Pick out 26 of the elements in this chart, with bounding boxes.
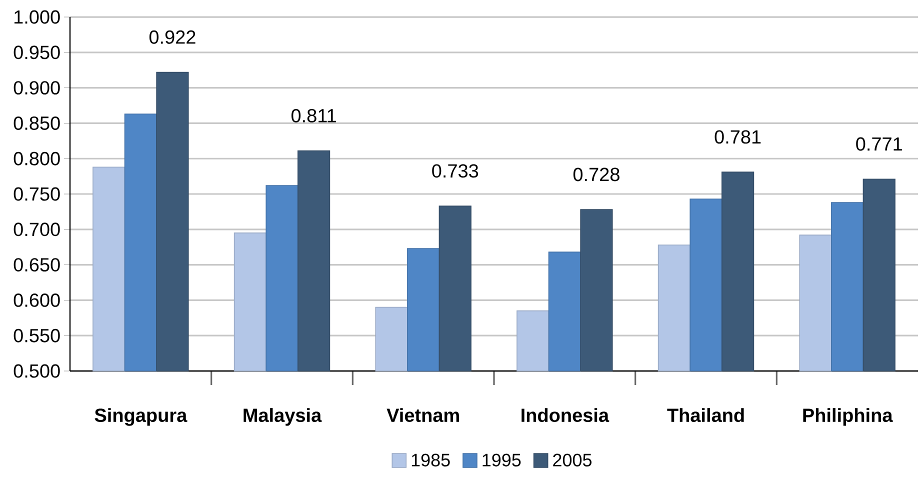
y-tick-label: 0.900 [14, 81, 60, 95]
y-tick-label: 1.000 [14, 10, 60, 24]
x-tick-label: Philiphina [803, 408, 893, 426]
x-tick-label: Indonesia [522, 408, 610, 422]
legend-label: 1985 [412, 454, 450, 466]
data-label: 0.811 [291, 108, 336, 122]
x-tick-label: Malaysia [244, 408, 322, 426]
y-tick-label: 0.650 [14, 258, 60, 272]
y-tick-label: 0.750 [14, 187, 60, 201]
data-label: 0.922 [149, 30, 196, 44]
x-tick-label: Singapura [94, 408, 188, 426]
x-tick-label: Thailand [667, 408, 744, 422]
data-label: 0.771 [856, 137, 902, 151]
y-tick-label: 0.700 [14, 222, 60, 236]
y-tick-label: 0.500 [14, 364, 60, 378]
y-tick-label: 0.850 [14, 116, 60, 130]
x-tick-label: Vietnam [386, 408, 459, 422]
legend-label: 2005 [553, 454, 592, 466]
y-tick-label: 0.800 [14, 152, 60, 166]
y-tick-label: 0.550 [14, 328, 60, 342]
data-label: 0.733 [432, 164, 478, 178]
y-tick-label: 0.600 [14, 293, 60, 307]
y-tick-label: 0.950 [14, 46, 60, 60]
data-label: 0.728 [573, 168, 620, 182]
data-label: 0.781 [714, 130, 761, 144]
legend-label: 1995 [482, 454, 521, 466]
